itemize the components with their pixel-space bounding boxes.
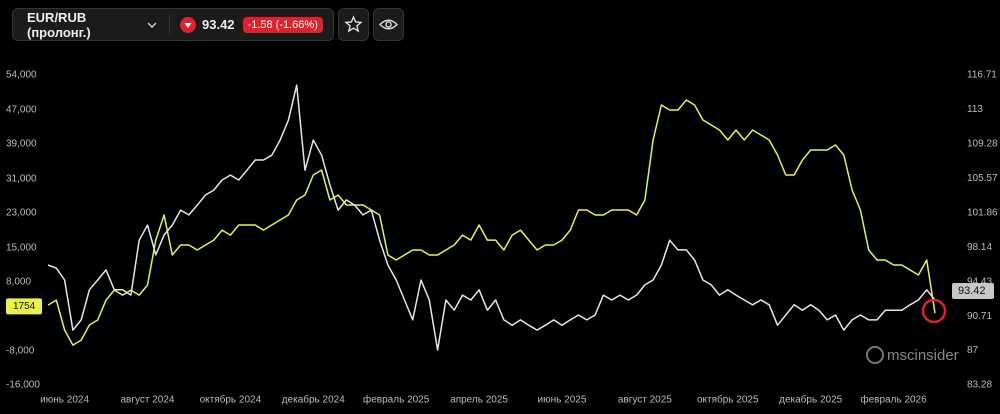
x-tick-label: июнь 2025 <box>538 395 587 406</box>
last-value-box <box>6 298 42 315</box>
x-tick-label: февраль 2025 <box>363 394 430 406</box>
y-tick-label: 8,000 <box>6 277 31 288</box>
last-value-y2-tag: 93.42 <box>952 282 994 299</box>
price: 93.42 <box>202 17 235 32</box>
star-icon <box>344 15 363 33</box>
y-tick-label: 23,000 <box>6 208 37 219</box>
x-tick-label: август 2025 <box>618 395 672 406</box>
y2-tick-label: 98.14 <box>967 242 992 253</box>
down-icon <box>180 16 196 33</box>
watermark-logo <box>866 346 884 364</box>
last-value-y2-label: 93.42 <box>958 285 986 297</box>
y2-tick-label: 116.71 <box>967 70 997 81</box>
y2-tick-label: 101.86 <box>967 207 998 218</box>
series-line <box>47 84 936 351</box>
y2-tick-label: 90.71 <box>967 311 992 322</box>
watermark-text: mscinsider <box>887 347 959 364</box>
y-tick-label: -16,000 <box>6 380 40 391</box>
watermark: mscinsider <box>866 346 959 364</box>
x-tick-label: июнь 2024 <box>40 395 89 406</box>
y-tick-label: 15,000 <box>6 243 37 254</box>
x-tick-label: декабрь 2024 <box>282 394 346 406</box>
change: -1.58 (-1.66%) <box>242 16 323 33</box>
last-value-tag: 1754 <box>6 298 42 315</box>
x-tick-label: декабрь 2025 <box>779 394 843 406</box>
x-tick-label: октябрь 2025 <box>697 394 759 406</box>
last-value-y2-box <box>952 282 994 299</box>
instrument-bar[interactable]: EUR/RUB (пролонг.) 93.42 -1.58 (-1.66%) <box>12 8 334 41</box>
y2-tick-label: 87 <box>967 345 979 356</box>
visibility-button[interactable] <box>373 8 404 41</box>
chevron[interactable] <box>147 21 157 29</box>
series-line <box>47 99 936 346</box>
y2-tick-label: 83.28 <box>967 380 992 391</box>
eye-icon <box>379 19 398 30</box>
y-tick-label: 31,000 <box>6 174 37 185</box>
y2-tick-label: 105.57 <box>967 173 998 184</box>
highlight-circle <box>921 298 947 324</box>
y2-tick-label: 109.28 <box>967 139 998 150</box>
x-tick-label: август 2024 <box>120 395 174 406</box>
y-tick-label: 39,000 <box>6 139 37 150</box>
y2-tick-label: 94.43 <box>967 276 992 287</box>
x-tick-label: апрель 2025 <box>450 395 508 406</box>
y-tick-label: -8,000 <box>6 346 35 357</box>
y-tick-label: 54,000 <box>6 70 37 81</box>
x-tick-label: октябрь 2024 <box>200 394 262 406</box>
separator <box>169 14 170 35</box>
x-tick-label: февраль 2026 <box>860 394 927 406</box>
last-value-label: 1754 <box>13 301 36 312</box>
y2-tick-label: 113 <box>967 104 983 115</box>
y-tick-label: 47,000 <box>6 105 37 116</box>
symbol[interactable]: EUR/RUB (пролонг.) <box>27 9 91 40</box>
favorite-button[interactable] <box>338 8 369 41</box>
